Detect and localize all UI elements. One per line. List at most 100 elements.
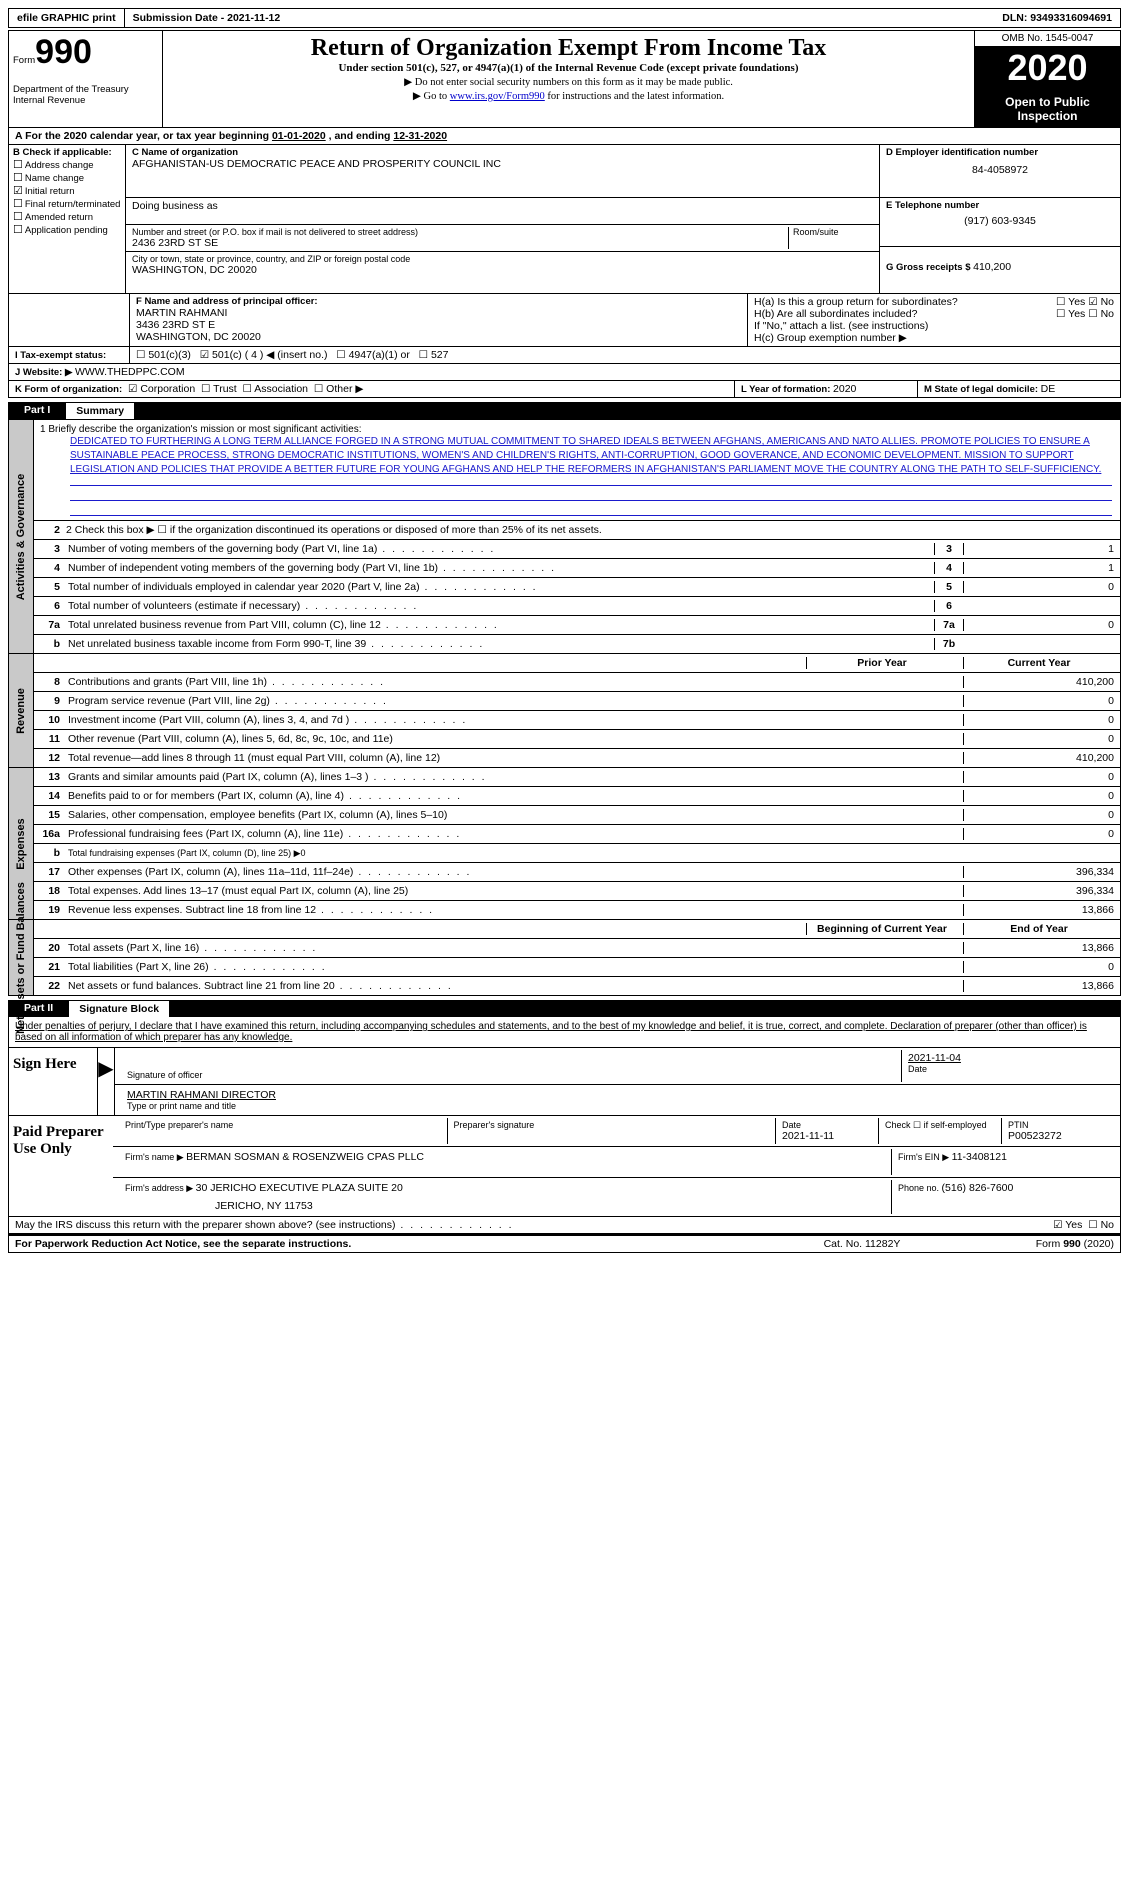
discuss-q: May the IRS discuss this return with the… [9, 1217, 958, 1233]
line-7a-val: 0 [963, 619, 1120, 631]
hdr-beg: Beginning of Current Year [806, 923, 963, 935]
line-12-desc: Total revenue—add lines 8 through 11 (mu… [66, 751, 806, 765]
row-k: K Form of organization: ☑ Corporation ☐ … [8, 381, 1121, 398]
line-4-val: 1 [963, 562, 1120, 574]
side-label-revenue: Revenue [9, 654, 34, 767]
state-domicile: DE [1041, 383, 1056, 395]
j-label: J Website: ▶ [15, 367, 75, 378]
txt-501c: 501(c) ( 4 ) ◀ (insert no.) [212, 349, 327, 361]
line-9-cur: 0 [963, 695, 1120, 707]
line-5-box: 5 [934, 581, 963, 593]
firm-phone: (516) 826-7600 [942, 1182, 1014, 1194]
prep-name-label: Print/Type preparer's name [125, 1120, 441, 1130]
chk-app-pending: ☐Application pending [13, 223, 121, 236]
chk-assoc: ☐ Association [243, 383, 308, 395]
officer-street: 3436 23RD ST E [136, 319, 741, 331]
instr-1: ▶ Do not enter social security numbers o… [171, 76, 966, 88]
line-20-cur: 13,866 [963, 942, 1120, 954]
firm-phone-label: Phone no. [898, 1183, 942, 1193]
hb-label: H(b) Are all subordinates included? [754, 308, 917, 320]
line-5-desc: Total number of individuals employed in … [66, 580, 934, 594]
f-label: F Name and address of principal officer: [136, 296, 741, 307]
sig-intro: Under penalties of perjury, I declare th… [8, 1017, 1121, 1048]
chk-name-change: ☐Name change [13, 171, 121, 184]
firm-addr1: 30 JERICHO EXECUTIVE PLAZA SUITE 20 [196, 1182, 403, 1194]
hb-no: ☐ No [1088, 308, 1114, 320]
part-1-header: Part I Summary [8, 402, 1121, 419]
dln-label: DLN: [1002, 12, 1030, 24]
prep-sig-label: Preparer's signature [454, 1120, 770, 1130]
year-formation: 2020 [833, 383, 856, 395]
sig-date-label: Date [908, 1064, 1108, 1074]
line-22-desc: Net assets or fund balances. Subtract li… [66, 979, 806, 993]
box-bcd-row: B Check if applicable: ☐Address change ☐… [8, 145, 1121, 294]
row-a-mid: , and ending [329, 130, 394, 142]
city-label: City or town, state or province, country… [132, 254, 873, 264]
firm-name: BERMAN SOSMAN & ROSENZWEIG CPAS PLLC [186, 1151, 424, 1163]
dln-value: 93493316094691 [1030, 12, 1112, 24]
row-a-pre: A For the 2020 calendar year, or tax yea… [15, 130, 272, 142]
chk-501c: ☑ [200, 349, 209, 361]
ptin-label: PTIN [1008, 1120, 1108, 1130]
officer-name: MARTIN RAHMANI [136, 307, 741, 319]
line-16a-cur: 0 [963, 828, 1120, 840]
line-21-desc: Total liabilities (Part X, line 26) [66, 960, 806, 974]
line-10-cur: 0 [963, 714, 1120, 726]
gross-receipts: 410,200 [973, 261, 1011, 273]
line-7b-desc: Net unrelated business taxable income fr… [66, 637, 934, 651]
line-13-desc: Grants and similar amounts paid (Part IX… [66, 770, 806, 784]
firm-ein-label: Firm's EIN ▶ [898, 1152, 952, 1162]
sub-date-label: Submission Date - [133, 12, 228, 24]
expenses-section: Expenses 13Grants and similar amounts pa… [8, 768, 1121, 920]
line-4-box: 4 [934, 562, 963, 574]
line-18-cur: 396,334 [963, 885, 1120, 897]
line-12-cur: 410,200 [963, 752, 1120, 764]
title-cell: Return of Organization Exempt From Incom… [163, 31, 975, 127]
hb-note: If "No," attach a list. (see instruction… [754, 320, 1114, 332]
subtitle: Under section 501(c), 527, or 4947(a)(1)… [171, 62, 966, 74]
e-label: E Telephone number [886, 200, 1114, 211]
discuss-yes: ☑ Yes [1053, 1219, 1082, 1231]
revenue-section: Revenue Prior YearCurrent Year 8Contribu… [8, 654, 1121, 768]
instr2-post: for instructions and the latest informat… [545, 91, 724, 102]
ein: 84-4058972 [886, 164, 1114, 176]
right-header-cell: OMB No. 1545-0047 2020 Open to Public In… [975, 31, 1120, 127]
discuss-no: ☐ No [1088, 1219, 1114, 1231]
preparer-label: Paid Preparer Use Only [9, 1116, 113, 1216]
hb-yes: ☐ Yes [1056, 308, 1085, 320]
officer-name-title: MARTIN RAHMANI DIRECTOR [127, 1089, 1108, 1101]
irs-link[interactable]: www.irs.gov/Form990 [450, 91, 545, 102]
street: 2436 23RD ST SE [132, 237, 784, 249]
line-9-desc: Program service revenue (Part VIII, line… [66, 694, 806, 708]
row-fh: F Name and address of principal officer:… [8, 294, 1121, 347]
line-15-desc: Salaries, other compensation, employee b… [66, 808, 806, 822]
row-a: A For the 2020 calendar year, or tax yea… [8, 128, 1121, 145]
mission-q: 1 Briefly describe the organization's mi… [40, 424, 1112, 435]
firm-addr2: JERICHO, NY 11753 [215, 1200, 885, 1212]
chk-corp: ☑ Corporation [128, 383, 195, 395]
chk-initial-return: ☑Initial return [13, 184, 121, 197]
line-14-cur: 0 [963, 790, 1120, 802]
line-3-desc: Number of voting members of the governin… [66, 542, 934, 556]
dept-label: Department of the Treasury Internal Reve… [13, 84, 158, 106]
instr2-pre: ▶ Go to [413, 91, 450, 102]
ha-yes: ☐ Yes [1056, 296, 1085, 308]
chk-final-return: ☐Final return/terminated [13, 197, 121, 210]
side-label-net: Net Assets or Fund Balances [9, 920, 34, 995]
hdr-end: End of Year [963, 923, 1120, 935]
main-title: Return of Organization Exempt From Incom… [171, 35, 966, 62]
box-b-label: B Check if applicable: [13, 147, 121, 158]
part-2-title: Signature Block [69, 1000, 169, 1017]
line-13-cur: 0 [963, 771, 1120, 783]
line-5-val: 0 [963, 581, 1120, 593]
col-b: B Check if applicable: ☐Address change ☐… [9, 145, 126, 293]
discuss-row: May the IRS discuss this return with the… [8, 1217, 1121, 1234]
tax-year-begin: 01-01-2020 [272, 130, 326, 142]
line-3-box: 3 [934, 543, 963, 555]
line-20-desc: Total assets (Part X, line 16) [66, 941, 806, 955]
box-h: H(a) Is this a group return for subordin… [748, 294, 1120, 346]
line-19-desc: Revenue less expenses. Subtract line 18 … [66, 903, 806, 917]
l-label: L Year of formation: [741, 384, 833, 395]
row-i: I Tax-exempt status: ☐ 501(c)(3) ☑ 501(c… [8, 347, 1121, 364]
part-1-title: Summary [66, 402, 134, 419]
